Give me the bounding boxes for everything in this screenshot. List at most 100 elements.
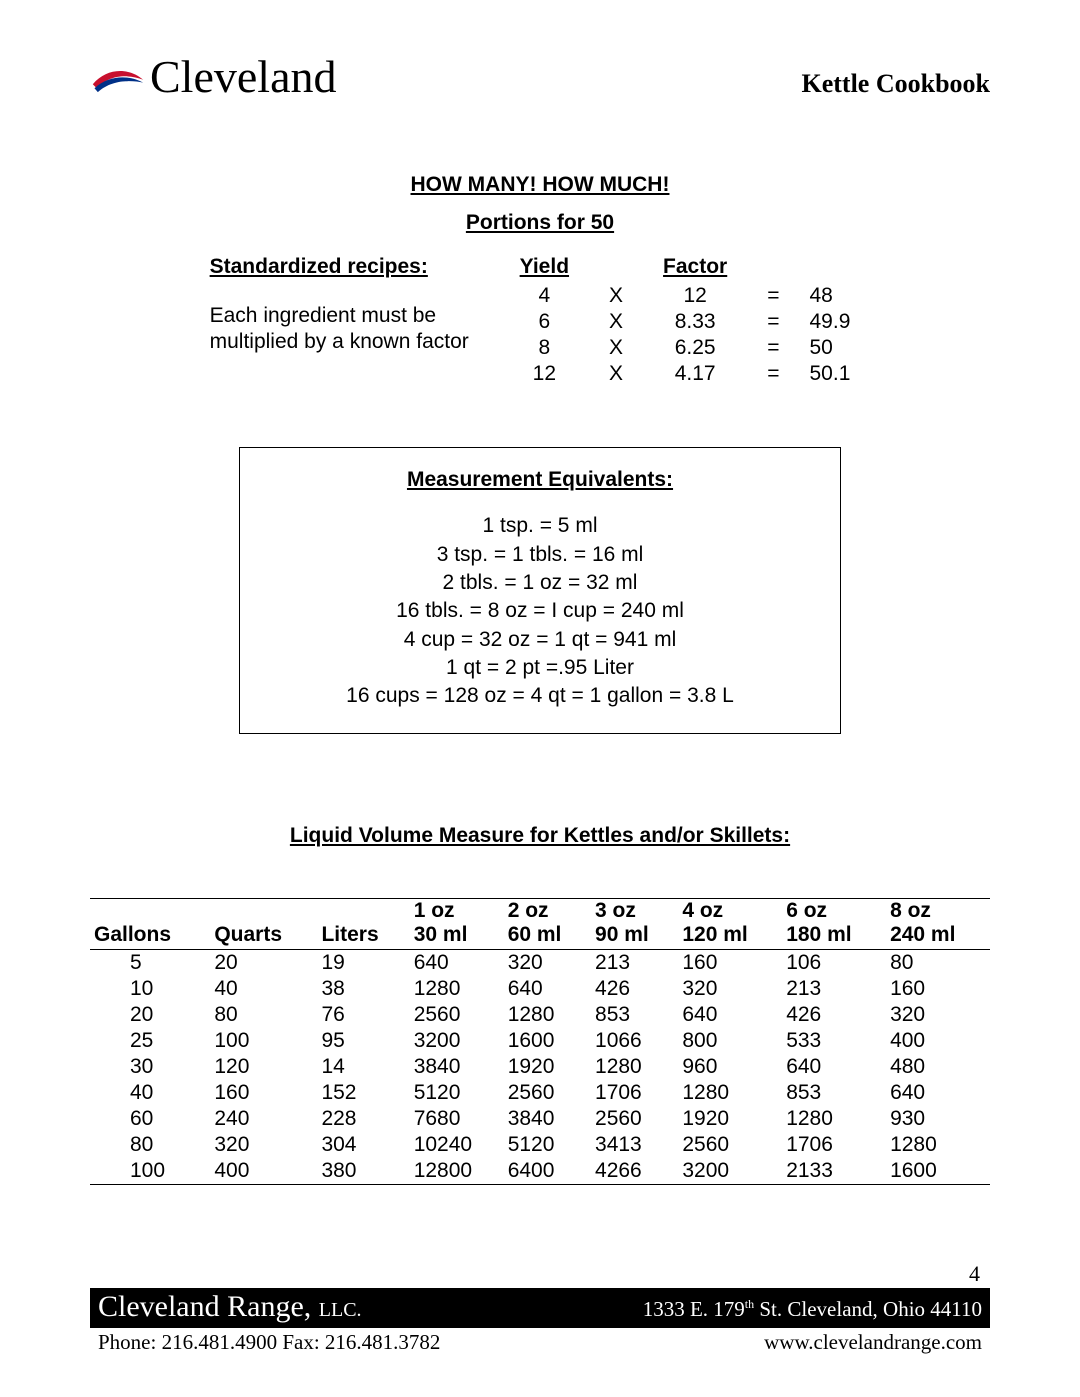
cell: 20 <box>210 949 317 976</box>
cell: 2133 <box>782 1158 886 1185</box>
cell: 960 <box>678 1054 782 1080</box>
col-blank <box>800 255 871 283</box>
cell: = <box>747 283 799 309</box>
footer-bottom: Phone: 216.481.4900 Fax: 216.481.3782 ww… <box>90 1328 990 1357</box>
cell: 76 <box>317 1002 409 1028</box>
company-name: Cleveland Range, <box>98 1290 319 1323</box>
cell: 4.17 <box>643 361 747 387</box>
recipes-note-line2: multiplied by a known factor <box>210 330 469 353</box>
cell: 320 <box>886 1002 990 1028</box>
cell: 2560 <box>410 1002 504 1028</box>
cell: 14 <box>317 1054 409 1080</box>
footer-company: Cleveland Range, LLC. <box>98 1290 362 1324</box>
cell: 853 <box>591 1002 678 1028</box>
company-llc: LLC. <box>319 1299 362 1321</box>
cell: 426 <box>782 1002 886 1028</box>
cell: 380 <box>317 1158 409 1185</box>
cell: 95 <box>317 1028 409 1054</box>
recipes-note-line1: Each ingredient must be <box>210 304 436 327</box>
cell: 60 <box>90 1106 210 1132</box>
cell: = <box>747 309 799 335</box>
cell: 40 <box>210 976 317 1002</box>
cell: 320 <box>678 976 782 1002</box>
cell: 3413 <box>591 1132 678 1158</box>
cell: 853 <box>782 1080 886 1106</box>
cell: 48 <box>800 283 871 309</box>
cell: 640 <box>886 1080 990 1106</box>
cell: 8 <box>500 335 589 361</box>
main-heading: HOW MANY! HOW MUCH! <box>90 173 990 197</box>
cell: 640 <box>782 1054 886 1080</box>
column-header: 30 ml <box>410 923 504 950</box>
logo-text: Cleveland <box>150 50 337 103</box>
equivalents-lines: 1 tsp. = 5 ml3 tsp. = 1 tbls. = 16 ml2 t… <box>260 512 820 710</box>
cell: 160 <box>678 949 782 976</box>
cell: 1280 <box>782 1106 886 1132</box>
cell: 1706 <box>591 1080 678 1106</box>
cell: 4266 <box>591 1158 678 1185</box>
column-header <box>317 898 409 923</box>
footer-web: www.clevelandrange.com <box>764 1330 982 1355</box>
cell: 10 <box>90 976 210 1002</box>
table-row: 1040381280640426320213160 <box>90 976 990 1002</box>
cell: 80 <box>886 949 990 976</box>
table-row: 20807625601280853640426320 <box>90 1002 990 1028</box>
cell: 160 <box>886 976 990 1002</box>
table-row: 4X12=48 <box>500 283 871 309</box>
cell: 25 <box>90 1028 210 1054</box>
col-blank <box>589 255 643 283</box>
cell: 80 <box>90 1132 210 1158</box>
cell: 2560 <box>504 1080 591 1106</box>
addr-sup: th <box>745 1297 754 1311</box>
document-title: Kettle Cookbook <box>802 69 991 103</box>
cell: 480 <box>886 1054 990 1080</box>
cell: 1706 <box>782 1132 886 1158</box>
table-row: 401601525120256017061280853640 <box>90 1080 990 1106</box>
column-header: 60 ml <box>504 923 591 950</box>
cell: 640 <box>410 949 504 976</box>
cell: 6 <box>500 309 589 335</box>
cell: X <box>589 361 643 387</box>
cell: 1280 <box>504 1002 591 1028</box>
column-header: 3 oz <box>591 898 678 923</box>
cell: = <box>747 361 799 387</box>
table-row: 6X8.33=49.9 <box>500 309 871 335</box>
cell: X <box>589 283 643 309</box>
liquid-volume-table: 1 oz2 oz3 oz4 oz6 oz8 oz GallonsQuartsLi… <box>90 898 990 1185</box>
cell: 1280 <box>886 1132 990 1158</box>
logo-swoosh-icon <box>90 57 146 97</box>
cell: 20 <box>90 1002 210 1028</box>
cell: 320 <box>210 1132 317 1158</box>
col-factor: Factor <box>643 255 747 283</box>
cell: 40 <box>90 1080 210 1106</box>
cell: X <box>589 309 643 335</box>
column-header: 6 oz <box>782 898 886 923</box>
page-footer: Cleveland Range, LLC. 1333 E. 179th St. … <box>90 1288 990 1357</box>
recipes-description: Standardized recipes: Each ingredient mu… <box>210 255 500 387</box>
table-row: 6024022876803840256019201280930 <box>90 1106 990 1132</box>
cell: 100 <box>210 1028 317 1054</box>
addr-post: St. Cleveland, Ohio 44110 <box>754 1297 982 1321</box>
page-number: 4 <box>969 1261 980 1287</box>
column-header: 4 oz <box>678 898 782 923</box>
column-header: 120 ml <box>678 923 782 950</box>
cell: 1280 <box>591 1054 678 1080</box>
page-header: Cleveland Kettle Cookbook <box>90 50 990 103</box>
column-header <box>210 898 317 923</box>
col-blank <box>747 255 799 283</box>
recipes-header: Standardized recipes: <box>210 255 500 279</box>
liquid-volume-title: Liquid Volume Measure for Kettles and/or… <box>90 824 990 848</box>
footer-address: 1333 E. 179th St. Cleveland, Ohio 44110 <box>643 1297 982 1322</box>
cell: X <box>589 335 643 361</box>
column-header: Quarts <box>210 923 317 950</box>
cell: 50 <box>800 335 871 361</box>
page: Cleveland Kettle Cookbook HOW MANY! HOW … <box>0 0 1080 1397</box>
cell: 5120 <box>410 1080 504 1106</box>
cell: 228 <box>317 1106 409 1132</box>
cell: 106 <box>782 949 886 976</box>
cell: 213 <box>782 976 886 1002</box>
column-header: 240 ml <box>886 923 990 950</box>
cell: 3840 <box>410 1054 504 1080</box>
equiv-line: 16 tbls. = 8 oz = I cup = 240 ml <box>260 597 820 625</box>
cell: 213 <box>591 949 678 976</box>
